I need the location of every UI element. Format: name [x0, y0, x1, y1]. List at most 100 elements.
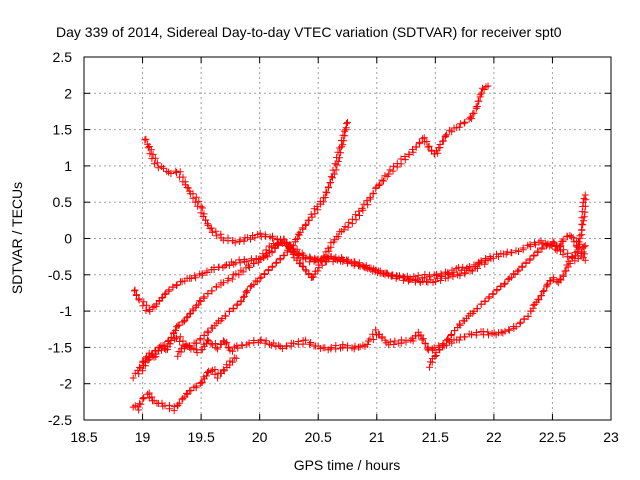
data-point-marker	[321, 254, 329, 261]
data-point-marker	[461, 118, 469, 126]
data-point-marker	[204, 220, 211, 228]
data-point-marker	[426, 363, 433, 371]
data-point-marker	[366, 193, 374, 201]
axis-ticks	[83, 56, 612, 421]
data-point-marker	[567, 233, 575, 241]
data-point-marker	[344, 257, 352, 265]
data-point-marker	[234, 344, 242, 352]
data-point-marker	[170, 407, 178, 415]
data-point-marker	[340, 137, 348, 145]
data-point-marker	[539, 288, 547, 295]
data-point-marker	[469, 110, 477, 118]
data-point-marker	[151, 154, 159, 162]
data-point-marker	[534, 247, 542, 255]
data-point-marker	[280, 252, 288, 260]
data-point-marker	[579, 248, 587, 256]
data-point-marker	[189, 305, 197, 313]
data-point-marker	[204, 369, 211, 376]
data-point-marker	[580, 243, 588, 251]
data-point-marker	[364, 265, 372, 273]
y-tick-label: 0	[64, 231, 72, 247]
data-point-marker	[313, 202, 321, 210]
data-point-marker	[146, 150, 154, 158]
data-point-marker	[272, 259, 280, 267]
data-point-marker	[423, 138, 431, 145]
data-point-marker	[211, 370, 219, 378]
data-point-marker	[185, 342, 193, 350]
data-point-marker	[537, 292, 545, 300]
data-point-marker	[311, 210, 319, 218]
data-point-marker	[397, 155, 405, 163]
data-point-marker	[540, 287, 548, 295]
data-point-marker	[435, 346, 443, 353]
data-point-marker	[294, 338, 302, 345]
data-point-marker	[158, 294, 166, 302]
data-point-marker	[549, 238, 557, 246]
data-point-marker	[477, 300, 485, 308]
data-point-marker	[535, 296, 543, 304]
data-point-marker	[146, 307, 154, 315]
data-point-marker	[432, 348, 440, 356]
data-point-marker	[189, 194, 197, 202]
data-point-marker	[236, 236, 244, 244]
data-point-marker	[456, 320, 463, 328]
data-point-marker	[559, 272, 567, 280]
data-point-marker	[247, 235, 254, 243]
data-point-marker	[489, 290, 497, 298]
data-point-marker	[309, 273, 317, 281]
data-point-marker	[581, 202, 589, 210]
data-point-marker	[219, 366, 227, 374]
x-tick-label: 22	[486, 429, 502, 445]
data-point-marker	[130, 287, 138, 295]
data-point-marker	[351, 342, 359, 350]
data-point-marker	[225, 307, 233, 315]
data-point-marker	[345, 218, 353, 226]
data-point-marker	[559, 251, 567, 259]
data-point-marker	[497, 282, 505, 290]
data-point-marker	[372, 183, 380, 191]
data-point-marker	[564, 253, 572, 261]
data-point-marker	[141, 136, 149, 144]
data-point-marker	[232, 354, 240, 362]
data-point-marker	[524, 312, 532, 320]
data-point-marker	[497, 328, 505, 336]
x-tick-label: 18.5	[70, 429, 97, 445]
data-point-marker	[376, 180, 384, 188]
x-tick-label: 23	[603, 429, 619, 445]
data-point-marker	[251, 234, 259, 242]
data-point-marker	[222, 340, 230, 348]
data-point-marker	[508, 249, 516, 257]
data-point-marker	[298, 262, 306, 270]
data-point-marker	[330, 170, 338, 178]
data-point-marker	[327, 239, 335, 247]
data-point-marker	[174, 401, 182, 409]
data-point-marker	[135, 406, 143, 414]
data-point-marker	[196, 336, 204, 344]
data-point-marker	[207, 367, 215, 375]
series-arc-6	[174, 118, 351, 360]
data-point-marker	[372, 326, 380, 334]
data-point-marker	[206, 225, 214, 233]
data-point-marker	[333, 256, 341, 264]
data-point-marker	[412, 277, 419, 284]
data-point-marker	[214, 345, 222, 353]
grid-lines	[84, 57, 611, 420]
data-point-marker	[515, 266, 523, 274]
data-point-marker	[448, 128, 456, 136]
data-point-marker	[341, 223, 349, 230]
data-point-marker	[139, 394, 147, 402]
data-point-marker	[443, 131, 451, 139]
data-point-marker	[451, 327, 459, 335]
data-point-marker	[341, 127, 349, 135]
data-point-marker	[136, 400, 143, 408]
data-point-marker	[150, 160, 158, 168]
data-point-marker	[418, 336, 426, 344]
data-point-marker	[435, 144, 443, 152]
data-point-marker	[166, 405, 173, 413]
data-point-marker	[243, 258, 251, 266]
data-point-marker	[238, 342, 246, 350]
data-point-marker	[269, 234, 276, 242]
data-point-marker	[193, 349, 201, 357]
data-point-marker	[137, 400, 145, 408]
x-tick-label: 19	[135, 429, 151, 445]
